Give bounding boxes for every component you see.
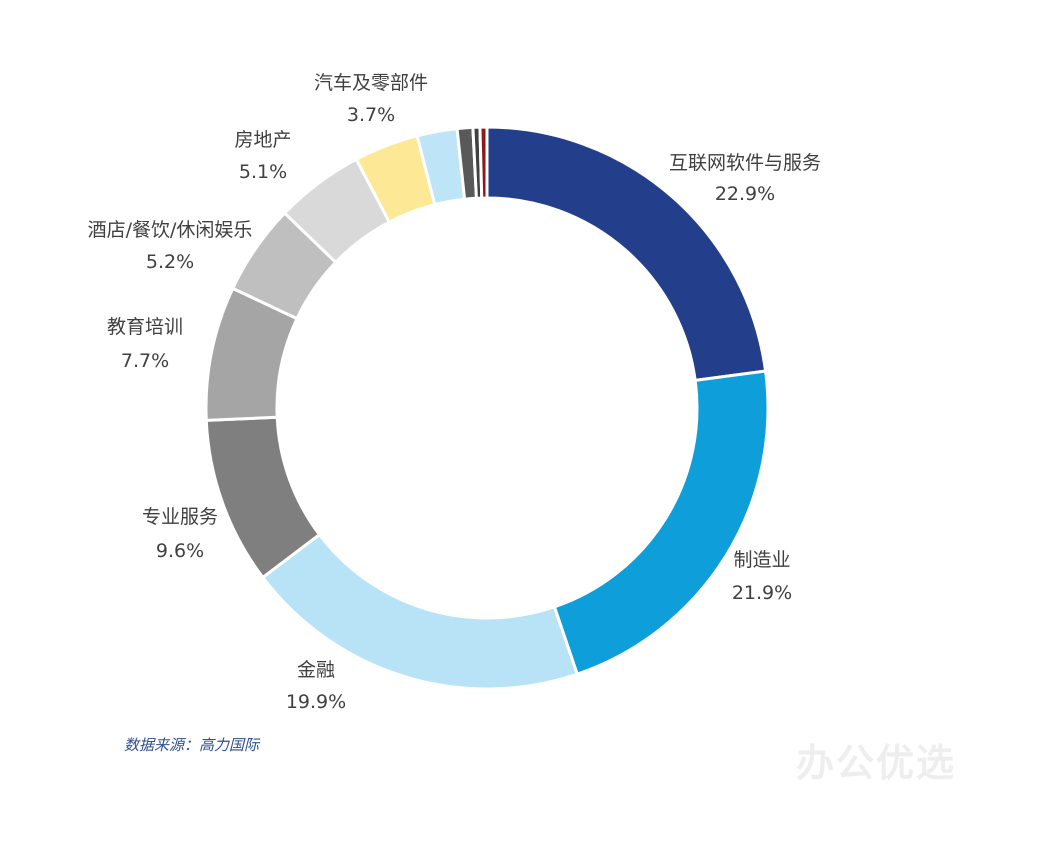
slice-value-label-5: 7.7% — [121, 350, 169, 372]
slice-label-7: 房地产 — [234, 129, 291, 151]
slice-value-label-4: 9.6% — [156, 540, 204, 562]
slice-label-2: 制造业 — [733, 549, 790, 571]
slice-label-5: 教育培训 — [107, 316, 183, 338]
slice-value-label-7: 5.1% — [239, 161, 287, 183]
watermark-logo: 办公优选 — [796, 741, 957, 785]
slice-value-label-2: 21.9% — [732, 582, 792, 604]
slice-value-label-1: 22.9% — [715, 183, 775, 205]
slice-value-label-8: 3.7% — [347, 104, 395, 126]
slice-label-4: 专业服务 — [142, 506, 218, 528]
slice-label-3: 金融 — [297, 659, 335, 681]
slice-label-1: 互联网软件与服务 — [669, 152, 821, 174]
source-note: 数据来源：高力国际 — [124, 736, 260, 754]
slice-2 — [552, 369, 770, 677]
slice-label-6: 酒店/餐饮/休闲娱乐 — [88, 219, 253, 241]
slice-value-label-6: 5.2% — [146, 251, 194, 273]
slice-value-label-3: 19.9% — [286, 691, 346, 713]
slice-12 — [478, 125, 489, 200]
slice-label-8: 汽车及零部件 — [314, 72, 428, 94]
